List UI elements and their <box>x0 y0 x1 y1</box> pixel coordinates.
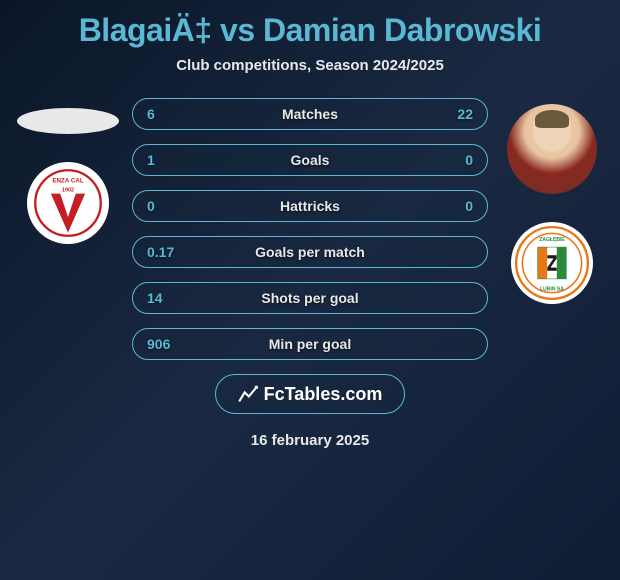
stat-row-hattricks: 0 Hattricks 0 <box>132 190 488 222</box>
stat-right-value: 0 <box>465 152 473 168</box>
stat-row-goals-per-match: 0.17 Goals per match <box>132 236 488 268</box>
stat-label: Min per goal <box>133 336 487 352</box>
right-player-col: ZAGŁĘBIE LUBIN SA <box>492 98 612 304</box>
stat-row-min-per-goal: 906 Min per goal <box>132 328 488 360</box>
date-label: 16 february 2025 <box>0 432 620 449</box>
branding-text: FcTables.com <box>264 384 383 405</box>
stat-row-shots-per-goal: 14 Shots per goal <box>132 282 488 314</box>
club-logo-right: ZAGŁĘBIE LUBIN SA <box>511 222 593 304</box>
club-logo-left: ENZA CAL 1902 <box>27 162 109 244</box>
stat-left-value: 14 <box>147 290 163 306</box>
stat-left-value: 906 <box>147 336 170 352</box>
player-left-placeholder <box>17 108 119 134</box>
svg-text:ENZA CAL: ENZA CAL <box>52 178 83 185</box>
stat-right-value: 22 <box>457 106 473 122</box>
stat-label: Goals <box>133 152 487 168</box>
stat-row-matches: 6 Matches 22 <box>132 98 488 130</box>
stat-row-goals: 1 Goals 0 <box>132 144 488 176</box>
stat-left-value: 6 <box>147 106 155 122</box>
stat-label: Matches <box>133 106 487 122</box>
player-right-photo <box>507 104 597 194</box>
stat-label: Shots per goal <box>133 290 487 306</box>
left-player-col: ENZA CAL 1902 <box>8 98 128 244</box>
fctables-icon <box>238 384 258 404</box>
vicenza-logo-icon: ENZA CAL 1902 <box>29 164 107 242</box>
stat-right-value: 0 <box>465 198 473 214</box>
stat-left-value: 1 <box>147 152 155 168</box>
svg-text:ZAGŁĘBIE: ZAGŁĘBIE <box>539 237 565 243</box>
main-area: ENZA CAL 1902 6 Matches 22 1 Goals 0 0 <box>0 98 620 360</box>
stats-column: 6 Matches 22 1 Goals 0 0 Hattricks 0 0.1… <box>128 98 492 360</box>
branding-badge[interactable]: FcTables.com <box>215 374 405 414</box>
stat-label: Hattricks <box>133 198 487 214</box>
zaglebie-logo-icon: ZAGŁĘBIE LUBIN SA <box>513 224 591 302</box>
subtitle: Club competitions, Season 2024/2025 <box>0 57 620 74</box>
stat-label: Goals per match <box>133 244 487 260</box>
svg-text:LUBIN SA: LUBIN SA <box>540 286 564 292</box>
stat-left-value: 0.17 <box>147 244 174 260</box>
comparison-card: BlagaiÄ‡ vs Damian Dabrowski Club compet… <box>0 0 620 580</box>
page-title: BlagaiÄ‡ vs Damian Dabrowski <box>0 12 620 49</box>
stat-left-value: 0 <box>147 198 155 214</box>
svg-text:1902: 1902 <box>62 187 74 193</box>
